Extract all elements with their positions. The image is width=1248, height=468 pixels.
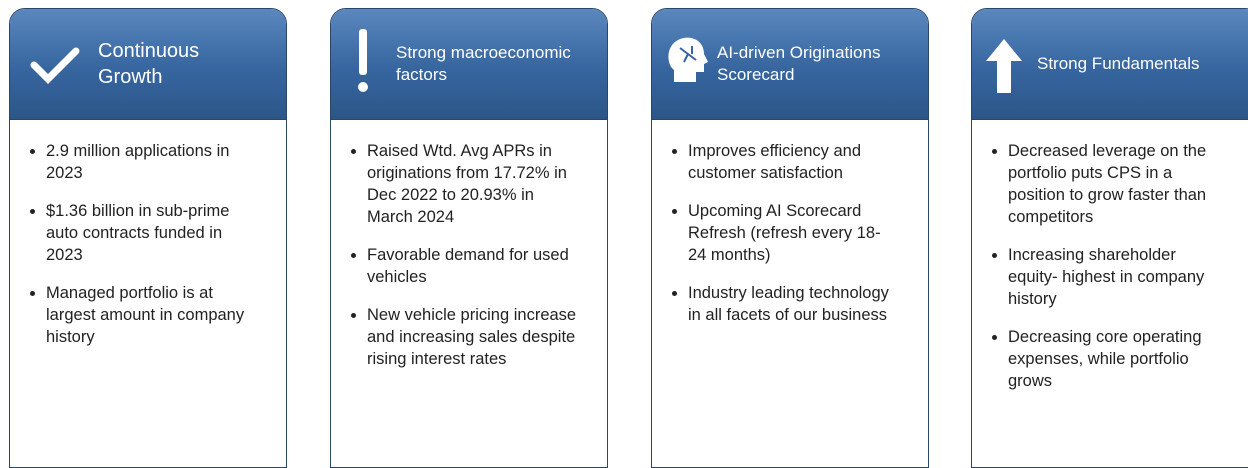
ai-head-icon xyxy=(668,37,708,82)
bullet: Industry leading technology in all facet… xyxy=(688,282,898,326)
bullet: Improves efficiency and customer satisfa… xyxy=(688,140,898,184)
exclamation-icon xyxy=(358,29,368,92)
page: Continuous Growth 2.9 million applicatio… xyxy=(0,0,1248,441)
card-title: Strong macroeconomic factors xyxy=(396,43,571,84)
bullet: $1.36 billion in sub-prime auto contract… xyxy=(46,200,256,266)
card-header: Strong Fundamentals xyxy=(972,9,1248,120)
card-header: Continuous Growth xyxy=(10,9,286,120)
bullet: Raised Wtd. Avg APRs in originations fro… xyxy=(367,140,577,228)
bullet: Increasing shareholder equity- highest i… xyxy=(1008,244,1218,310)
card-header: Strong macroeconomic factors xyxy=(331,9,607,120)
card: Strong macroeconomic factors Raised Wtd.… xyxy=(330,8,608,468)
bullet-list: Decreased leverage on the portfolio puts… xyxy=(972,140,1218,392)
bullet: Decreased leverage on the portfolio puts… xyxy=(1008,140,1218,228)
bullet-list: Raised Wtd. Avg APRs in originations fro… xyxy=(331,140,577,370)
bullet: 2.9 million applications in 2023 xyxy=(46,140,256,184)
card: AI-driven Originations Scorecard Improve… xyxy=(651,8,929,468)
card: Continuous Growth 2.9 million applicatio… xyxy=(9,8,287,468)
bullet: Upcoming AI Scorecard Refresh (refresh e… xyxy=(688,200,898,266)
card-title: Continuous Growth xyxy=(98,40,200,88)
bullet-list: 2.9 million applications in 2023 $1.36 b… xyxy=(10,140,256,348)
check-icon xyxy=(30,47,80,84)
bullet: Managed portfolio is at largest amount i… xyxy=(46,282,256,348)
card-title: AI-driven Originations Scorecard xyxy=(717,43,881,84)
bullet: Decreasing core operating expenses, whil… xyxy=(1008,326,1218,392)
bullet: New vehicle pricing increase and increas… xyxy=(367,304,577,370)
card: Strong Fundamentals Decreased leverage o… xyxy=(971,8,1248,468)
card-title: Strong Fundamentals xyxy=(1037,54,1200,73)
bullet-list: Improves efficiency and customer satisfa… xyxy=(652,140,898,326)
up-arrow-icon xyxy=(986,39,1022,93)
card-header: AI-driven Originations Scorecard xyxy=(652,9,928,120)
bullet: Favorable demand for used vehicles xyxy=(367,244,577,288)
